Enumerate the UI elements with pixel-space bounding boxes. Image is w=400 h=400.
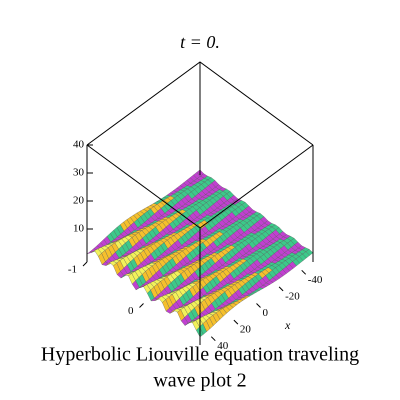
x-tick-label: -20 — [285, 290, 300, 302]
box-edge — [199, 144, 314, 229]
x-tick-label: 0 — [263, 307, 269, 319]
caption-line: wave plot 2 — [153, 370, 246, 392]
x-tick-label: 40 — [217, 340, 229, 352]
box — [86, 61, 314, 345]
chart-title: t = 0. — [180, 32, 220, 52]
y-tick-label: -1 — [68, 264, 77, 276]
x-tick — [278, 286, 284, 292]
box-edge — [86, 144, 201, 229]
x-tick — [210, 336, 216, 342]
z-tick-label: 30 — [73, 167, 85, 179]
x-tick-label: 20 — [240, 324, 252, 336]
x-tick — [301, 269, 307, 275]
y-tick-label: 0 — [128, 305, 134, 317]
x-axis-label: x — [284, 318, 291, 332]
z-tick-label: 40 — [73, 139, 85, 151]
x-tick — [256, 303, 261, 308]
x-tick — [233, 319, 239, 325]
axes: 10 20 30 40 -1 0 -40 -20 0 20 40 x — [68, 139, 323, 353]
caption-line: Hyperbolic Liouville equation traveling — [41, 344, 359, 366]
z-tick-label: 10 — [73, 223, 85, 235]
x-tick-label: -40 — [308, 274, 323, 286]
z-tick-label: 20 — [73, 195, 85, 207]
y-tick — [139, 303, 144, 308]
surface — [86, 169, 314, 338]
y-tick — [82, 261, 88, 267]
